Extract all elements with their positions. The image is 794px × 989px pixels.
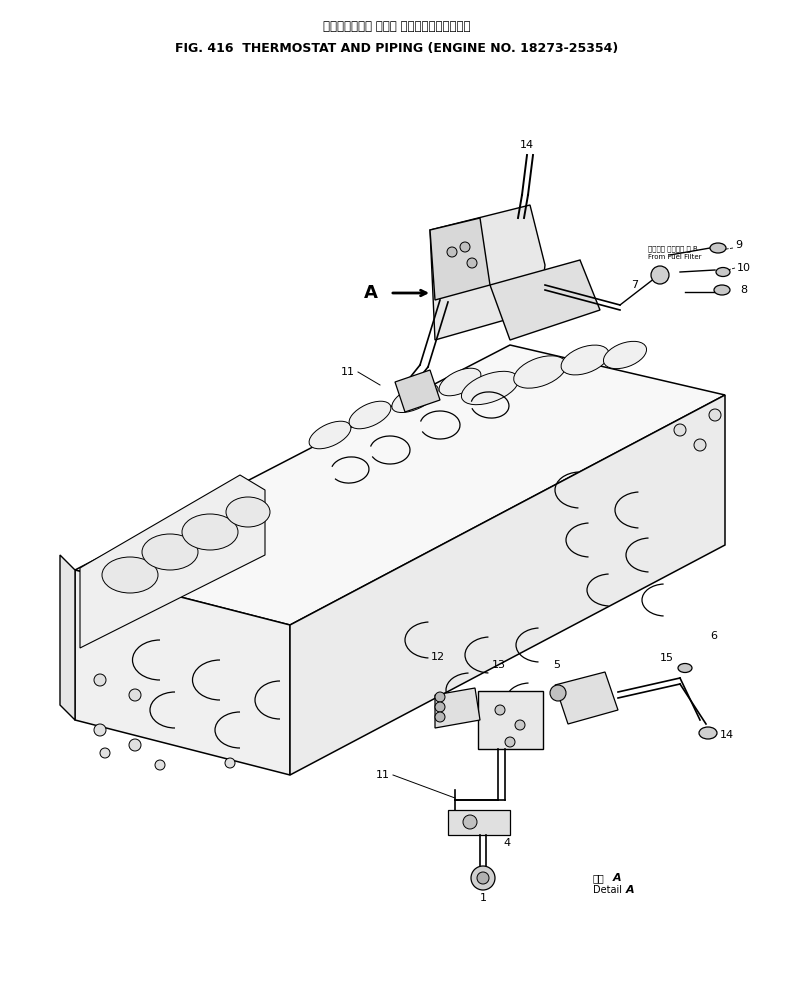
Circle shape	[495, 705, 505, 715]
Text: 詳細: 詳細	[593, 873, 605, 883]
Ellipse shape	[678, 664, 692, 673]
Text: 4: 4	[503, 838, 510, 848]
Text: 11: 11	[341, 367, 355, 377]
Circle shape	[651, 266, 669, 284]
Text: 9: 9	[735, 240, 742, 250]
Circle shape	[100, 748, 110, 758]
Circle shape	[471, 866, 495, 890]
Polygon shape	[75, 570, 290, 775]
Text: 7: 7	[631, 280, 638, 290]
Text: サーモスタット および パイピング　適用号機: サーモスタット および パイピング 適用号機	[323, 20, 471, 33]
Circle shape	[460, 242, 470, 252]
Text: Detail: Detail	[593, 885, 622, 895]
Polygon shape	[490, 260, 600, 340]
Circle shape	[129, 689, 141, 701]
Polygon shape	[435, 688, 480, 728]
Circle shape	[674, 424, 686, 436]
Text: A: A	[613, 873, 622, 883]
Circle shape	[447, 247, 457, 257]
Ellipse shape	[392, 384, 438, 412]
Text: FIG. 416  THERMOSTAT AND PIPING (ENGINE NO. 18273-25354): FIG. 416 THERMOSTAT AND PIPING (ENGINE N…	[175, 42, 619, 55]
Text: 12: 12	[431, 652, 445, 662]
Circle shape	[435, 702, 445, 712]
Ellipse shape	[561, 345, 609, 375]
Polygon shape	[555, 672, 618, 724]
Circle shape	[155, 760, 165, 770]
Polygon shape	[395, 370, 440, 412]
Ellipse shape	[716, 267, 730, 277]
Text: 13: 13	[492, 660, 506, 670]
Polygon shape	[80, 475, 265, 648]
Circle shape	[94, 674, 106, 686]
Text: 15: 15	[660, 653, 674, 663]
Text: 8: 8	[740, 285, 747, 295]
Polygon shape	[290, 395, 725, 775]
Circle shape	[477, 872, 489, 884]
Circle shape	[225, 758, 235, 768]
Text: A: A	[626, 885, 634, 895]
Polygon shape	[448, 810, 510, 835]
Text: フュエル フィルタ よ B: フュエル フィルタ よ B	[648, 245, 698, 252]
Circle shape	[515, 720, 525, 730]
Text: 10: 10	[737, 263, 751, 273]
Circle shape	[550, 685, 566, 701]
Ellipse shape	[514, 356, 566, 388]
Ellipse shape	[699, 727, 717, 739]
Polygon shape	[430, 218, 490, 300]
Text: From Fuel Filter: From Fuel Filter	[648, 254, 702, 260]
Text: A: A	[364, 284, 378, 302]
Ellipse shape	[309, 421, 351, 449]
Text: 14: 14	[720, 730, 734, 740]
Ellipse shape	[710, 243, 726, 253]
Circle shape	[435, 712, 445, 722]
Circle shape	[463, 815, 477, 829]
Circle shape	[435, 692, 445, 702]
Ellipse shape	[182, 514, 238, 550]
Bar	[478, 691, 543, 749]
Text: 6: 6	[710, 631, 717, 641]
Circle shape	[505, 737, 515, 747]
Ellipse shape	[102, 557, 158, 593]
Text: 11: 11	[376, 770, 390, 780]
Circle shape	[467, 258, 477, 268]
Text: 5: 5	[553, 660, 560, 670]
Ellipse shape	[603, 341, 646, 369]
Ellipse shape	[226, 497, 270, 527]
Ellipse shape	[714, 285, 730, 295]
Text: 1: 1	[480, 893, 487, 903]
Ellipse shape	[461, 371, 518, 405]
Polygon shape	[60, 555, 75, 720]
Polygon shape	[430, 205, 545, 340]
Text: 14: 14	[520, 140, 534, 150]
Circle shape	[94, 724, 106, 736]
Circle shape	[709, 409, 721, 421]
Ellipse shape	[439, 368, 481, 396]
Polygon shape	[75, 345, 725, 625]
Ellipse shape	[142, 534, 198, 570]
Circle shape	[129, 739, 141, 751]
Ellipse shape	[349, 402, 391, 429]
Circle shape	[694, 439, 706, 451]
